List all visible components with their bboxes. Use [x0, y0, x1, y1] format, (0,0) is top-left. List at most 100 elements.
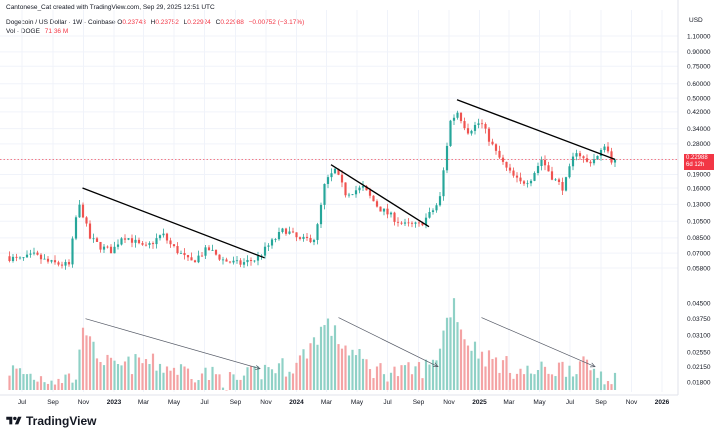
- volume-bar: [375, 366, 379, 390]
- candle-body: [281, 228, 284, 233]
- volume-bar: [365, 359, 368, 390]
- candle-body: [15, 256, 18, 258]
- candle-body: [323, 183, 326, 205]
- volume-bar: [57, 378, 60, 390]
- candle-body: [221, 259, 225, 261]
- volume-bar: [368, 369, 372, 390]
- volume-bar: [540, 361, 543, 390]
- volume-bar: [421, 378, 424, 390]
- currency-label: USD: [689, 17, 703, 24]
- candle-body: [326, 177, 330, 184]
- candle-body: [204, 247, 207, 256]
- candle-body: [71, 238, 74, 265]
- volume-bar: [22, 374, 25, 390]
- candle-body: [484, 124, 487, 129]
- candle-body: [172, 244, 176, 247]
- volume-bar: [15, 368, 18, 390]
- price-tick-label: 0.60000: [687, 81, 711, 88]
- candle-body: [116, 244, 120, 247]
- candle-body: [610, 151, 613, 163]
- volume-bar: [284, 376, 288, 390]
- candle-body: [155, 238, 158, 245]
- volume-bar: [410, 374, 414, 390]
- price-axis[interactable]: 1.10000 0.90000 0.75000 0.60000 0.50000 0.420…: [687, 33, 711, 386]
- volume-trend-arrowhead: [589, 362, 596, 368]
- annotations: [0, 99, 678, 370]
- candle-body: [561, 181, 564, 191]
- candle-body: [386, 208, 389, 215]
- candle-body: [589, 161, 592, 164]
- candle-body: [368, 190, 372, 196]
- tradingview-logo[interactable]: TradingView: [6, 414, 96, 428]
- volume-bar: [270, 369, 274, 390]
- candle-body: [578, 153, 582, 157]
- volume-bar: [592, 368, 596, 390]
- time-axis[interactable]: Jul Sep Nov 2023 Mar May Jul Sep Nov 2024 Mar May Ju…: [18, 399, 670, 406]
- volume-bar: [235, 379, 239, 390]
- volume-bar: [316, 344, 319, 390]
- volume-bar: [456, 322, 459, 390]
- volume-bar: [480, 351, 484, 390]
- candle-body: [547, 165, 550, 172]
- candle-body: [424, 217, 428, 226]
- candle-body: [557, 179, 561, 182]
- volume-bar: [141, 363, 144, 390]
- volume-bar: [575, 374, 578, 390]
- candle-body: [295, 232, 298, 238]
- volume-bar: [505, 356, 508, 390]
- candle-body: [179, 253, 183, 254]
- volume-bar: [29, 373, 32, 390]
- candle-body: [130, 238, 134, 243]
- volume-bar: [197, 380, 200, 390]
- candle-body: [421, 222, 424, 226]
- candle-body: [382, 208, 386, 212]
- candle-body: [575, 153, 578, 157]
- candle-body: [148, 243, 151, 245]
- volume-bar: [498, 372, 501, 390]
- volume-bar: [372, 378, 375, 390]
- ohlc-low: L0.22924: [183, 19, 211, 26]
- current-price-badge: 0.22988 6d 12h: [684, 154, 714, 171]
- price-tick-label: 0.50000: [687, 95, 711, 102]
- volume-bar: [207, 380, 211, 390]
- candle-body: [162, 233, 165, 236]
- candle-body: [190, 257, 193, 261]
- volume-bar: [267, 367, 270, 390]
- volume-bar: [193, 382, 197, 390]
- price-change: −0.00752 (−3.17%): [248, 19, 305, 26]
- volume-bar: [403, 365, 407, 390]
- candle-body: [480, 123, 484, 125]
- candle-body: [379, 206, 382, 212]
- volume-bar: [445, 317, 449, 390]
- volume-bar: [337, 344, 340, 390]
- volume-bar: [32, 379, 36, 390]
- volume-bar: [491, 358, 494, 390]
- volume-bar: [330, 335, 333, 390]
- candle-body: [358, 187, 361, 191]
- price-tick-label: 0.08500: [687, 235, 711, 242]
- volume-bar: [95, 358, 99, 390]
- candle-body: [519, 177, 522, 182]
- candle-body: [246, 259, 249, 263]
- candle-body: [505, 161, 508, 168]
- volume-bar: [382, 374, 386, 390]
- volume-value: 71.36 M: [44, 28, 69, 35]
- candle-body: [256, 255, 260, 261]
- volume-bar: [183, 366, 186, 390]
- volume-bar: [585, 359, 589, 390]
- volume-bar: [613, 372, 617, 390]
- candle-body: [249, 259, 253, 262]
- candle-body: [582, 156, 585, 159]
- price-tick-label: 1.10000: [687, 33, 711, 40]
- bar-countdown: 6d 12h: [686, 162, 705, 169]
- price-tick-label: 0.13000: [687, 202, 711, 209]
- volume-bar: [85, 335, 88, 390]
- candle-body: [536, 166, 540, 173]
- candle-body: [284, 228, 288, 234]
- candle-body: [29, 253, 32, 255]
- volume-bar: [554, 376, 557, 390]
- candle-body: [466, 128, 470, 134]
- candle-body: [109, 246, 113, 254]
- candle-body: [120, 238, 123, 245]
